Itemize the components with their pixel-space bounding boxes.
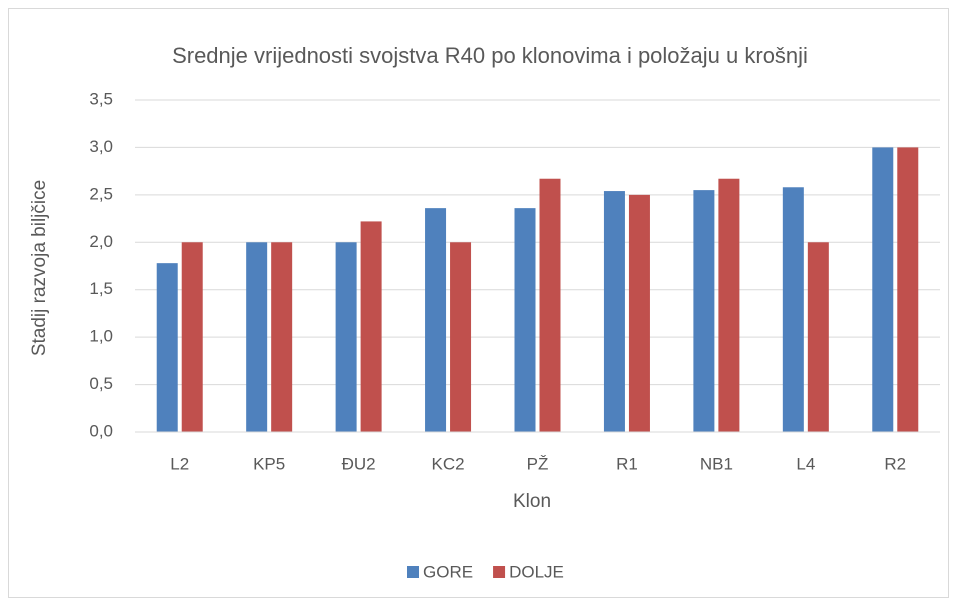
x-tick-label: KC2 <box>432 454 465 473</box>
x-tick-label: L4 <box>796 454 815 473</box>
bar <box>514 208 536 432</box>
bar <box>693 190 715 432</box>
y-tick-label: 2,5 <box>89 184 113 203</box>
x-tick-label: KP5 <box>253 454 285 473</box>
bar <box>271 242 293 432</box>
bar <box>335 242 357 432</box>
bar <box>718 178 740 432</box>
y-tick-label: 3,5 <box>89 89 113 108</box>
bar <box>539 178 561 432</box>
y-tick-label: 1,5 <box>89 279 113 298</box>
legend-label: GORE <box>423 562 473 581</box>
y-axis-title: Stadij razvoja bilјčice <box>29 180 50 356</box>
bar <box>156 263 178 432</box>
x-axis-title: Klon <box>513 491 551 512</box>
bar <box>603 191 625 432</box>
bar <box>181 242 203 432</box>
y-tick-label: 0,0 <box>89 421 113 440</box>
bar <box>872 147 894 432</box>
bar <box>807 242 829 432</box>
bar <box>425 208 447 432</box>
legend-swatch <box>407 566 419 578</box>
legend-label: DOLJE <box>509 562 564 581</box>
x-tick-label: PŽ <box>527 454 549 473</box>
x-tick-label: ĐU2 <box>342 454 376 473</box>
bar <box>450 242 472 432</box>
y-tick-label: 1,0 <box>89 327 113 346</box>
x-tick-label: L2 <box>170 454 189 473</box>
bar <box>782 187 804 432</box>
x-tick-label: R1 <box>616 454 638 473</box>
bar <box>360 221 382 432</box>
y-tick-label: 2,0 <box>89 232 113 251</box>
bar <box>246 242 268 432</box>
x-tick-label: R2 <box>884 454 906 473</box>
bar <box>628 194 650 432</box>
chart-title: Srednje vrijednosti svojstva R40 po klon… <box>172 43 808 68</box>
y-tick-label: 3,0 <box>89 137 113 156</box>
chart-border <box>8 8 949 598</box>
x-tick-label: NB1 <box>700 454 733 473</box>
y-tick-label: 0,5 <box>89 374 113 393</box>
bar <box>897 147 919 432</box>
legend-swatch <box>493 566 506 578</box>
